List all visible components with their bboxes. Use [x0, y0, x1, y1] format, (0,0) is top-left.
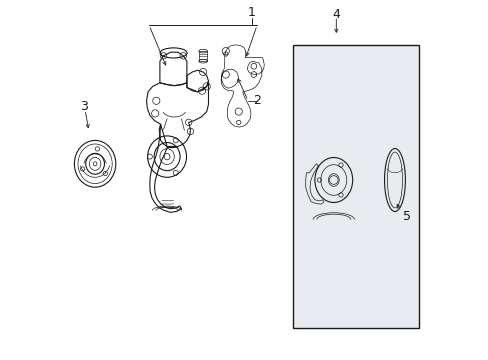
Text: 2: 2 [253, 94, 261, 107]
Text: 5: 5 [403, 210, 410, 222]
Text: 1: 1 [247, 6, 255, 19]
Text: 4: 4 [332, 8, 340, 21]
Text: 3: 3 [80, 100, 88, 113]
Bar [292, 45, 418, 328]
